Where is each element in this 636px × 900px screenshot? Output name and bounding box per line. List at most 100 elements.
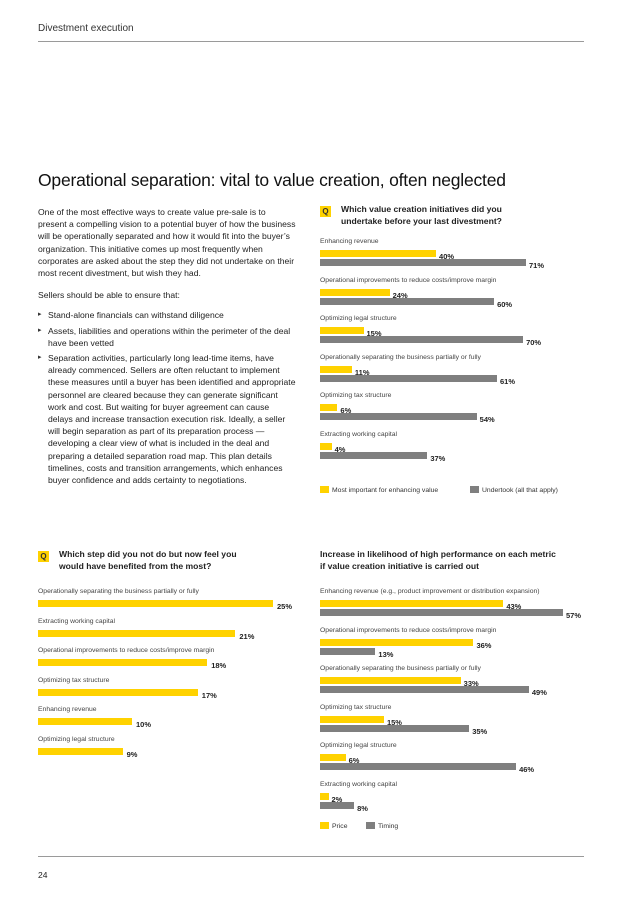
data-label: 54% xyxy=(479,415,495,424)
chart1-legend: Most important for enhancing value xyxy=(320,486,438,494)
bar xyxy=(320,801,355,809)
bar xyxy=(320,250,437,257)
bar xyxy=(320,792,329,800)
bar xyxy=(320,297,495,305)
data-label: 57% xyxy=(566,611,582,620)
category-label: Operational improvements to reduce costs… xyxy=(320,626,497,634)
chart3-title: Increase in likelihood of high performan… xyxy=(320,549,556,571)
category-label: Extracting working capital xyxy=(38,617,116,625)
category-label: Optimizing tax structure xyxy=(38,676,110,684)
data-label: 49% xyxy=(531,688,547,697)
bar xyxy=(320,374,497,382)
bar xyxy=(320,754,346,761)
category-label: Operationally separating the business pa… xyxy=(38,588,199,595)
category-label: Extracting working capital xyxy=(320,430,398,438)
data-label: 11% xyxy=(354,367,370,377)
bullet-list: Stand-alone financials can withstand dil… xyxy=(38,309,296,486)
sellers-paragraph: Sellers should be able to ensure that: xyxy=(38,290,180,301)
bar xyxy=(320,288,390,296)
category-label: Operationally separating the business pa… xyxy=(320,665,481,672)
legend-label: Undertook (all that apply) xyxy=(482,487,558,494)
bar xyxy=(320,763,517,770)
data-label: 61% xyxy=(499,376,515,386)
data-label: 24% xyxy=(392,290,408,300)
legend-label: Most important for enhancing value xyxy=(332,487,439,494)
data-label: 35% xyxy=(472,726,488,736)
category-label: Optimizing legal structure xyxy=(320,742,397,749)
bar xyxy=(320,686,529,693)
data-label: 40% xyxy=(439,252,455,261)
bar xyxy=(320,365,352,373)
bar xyxy=(320,259,526,266)
bar xyxy=(320,638,474,646)
chart2-question: Which step did you not do but now feel y… xyxy=(59,549,237,571)
data-label: 10% xyxy=(136,720,152,729)
page-number: 24 xyxy=(38,870,48,880)
data-label: 15% xyxy=(386,717,402,727)
bar xyxy=(320,404,338,411)
legend-swatch-gray xyxy=(366,822,375,829)
bullet-item: Separation activities, particularly long… xyxy=(38,352,296,486)
bullet-item: Assets, liabilities and operations withi… xyxy=(38,325,296,349)
category-label: Operational improvements to reduce costs… xyxy=(38,647,215,654)
bar xyxy=(38,629,236,637)
data-label: 25% xyxy=(277,602,293,611)
data-label: 17% xyxy=(201,690,217,700)
legend-swatch-yellow xyxy=(320,486,329,493)
data-label: 4% xyxy=(334,444,346,454)
category-label: Enhancing revenue xyxy=(320,238,379,245)
data-label: 60% xyxy=(497,299,513,309)
bar xyxy=(320,677,461,684)
data-label: 46% xyxy=(519,765,535,774)
data-label: 6% xyxy=(348,756,360,765)
legend-label: Price xyxy=(332,823,348,830)
data-label: 9% xyxy=(126,749,138,759)
data-label: 21% xyxy=(239,631,255,641)
legend-swatch-gray xyxy=(470,486,479,493)
data-label: 37% xyxy=(430,453,446,463)
bar xyxy=(320,609,563,616)
question-badge: Q xyxy=(38,551,49,562)
category-label: Optimizing tax structure xyxy=(320,703,392,711)
bar xyxy=(320,413,477,420)
bullet-item: Stand-alone financials can withstand dil… xyxy=(38,309,296,321)
data-label: 2% xyxy=(331,794,343,804)
category-label: Enhancing revenue (e.g., product improve… xyxy=(320,588,540,595)
bar xyxy=(38,600,273,607)
data-label: 36% xyxy=(476,640,492,650)
bar xyxy=(38,718,132,725)
data-label: 43% xyxy=(506,602,522,611)
category-label: Enhancing revenue xyxy=(38,706,97,713)
bar xyxy=(320,451,428,459)
category-label: Optimizing legal structure xyxy=(38,735,115,743)
data-label: 13% xyxy=(378,649,394,659)
intro-paragraph: One of the most effective ways to create… xyxy=(38,207,296,279)
chart-step-not-done: Operationally separating the business pa… xyxy=(38,588,300,768)
chart3-legend: Price xyxy=(320,822,348,830)
question-badge: Q xyxy=(320,206,331,217)
page-title: Operational separation: vital to value c… xyxy=(38,170,506,190)
page-header: Divestment execution xyxy=(38,22,584,42)
bar xyxy=(320,647,376,655)
footer-divider xyxy=(38,856,584,857)
chart1-legend-2: Undertook (all that apply) xyxy=(470,486,558,494)
data-label: 70% xyxy=(526,338,542,347)
data-label: 6% xyxy=(340,406,352,415)
legend-swatch-yellow xyxy=(320,822,329,829)
category-label: Optimizing tax structure xyxy=(320,392,392,399)
category-label: Operationally separating the business pa… xyxy=(320,353,481,361)
category-label: Extracting working capital xyxy=(320,780,398,788)
bar xyxy=(38,688,198,696)
category-label: Operational improvements to reduce costs… xyxy=(320,276,497,284)
data-label: 71% xyxy=(529,261,545,270)
bar xyxy=(320,715,384,723)
bar xyxy=(38,659,208,666)
data-label: 33% xyxy=(463,679,479,688)
data-label: 8% xyxy=(357,803,368,813)
chart-value-creation-initiatives: Enhancing revenue 40% 71% Operational impro… xyxy=(320,238,590,478)
bar xyxy=(320,327,364,334)
bar xyxy=(320,442,332,450)
bar xyxy=(320,724,470,732)
data-label: 18% xyxy=(211,661,227,670)
bar xyxy=(320,336,524,343)
